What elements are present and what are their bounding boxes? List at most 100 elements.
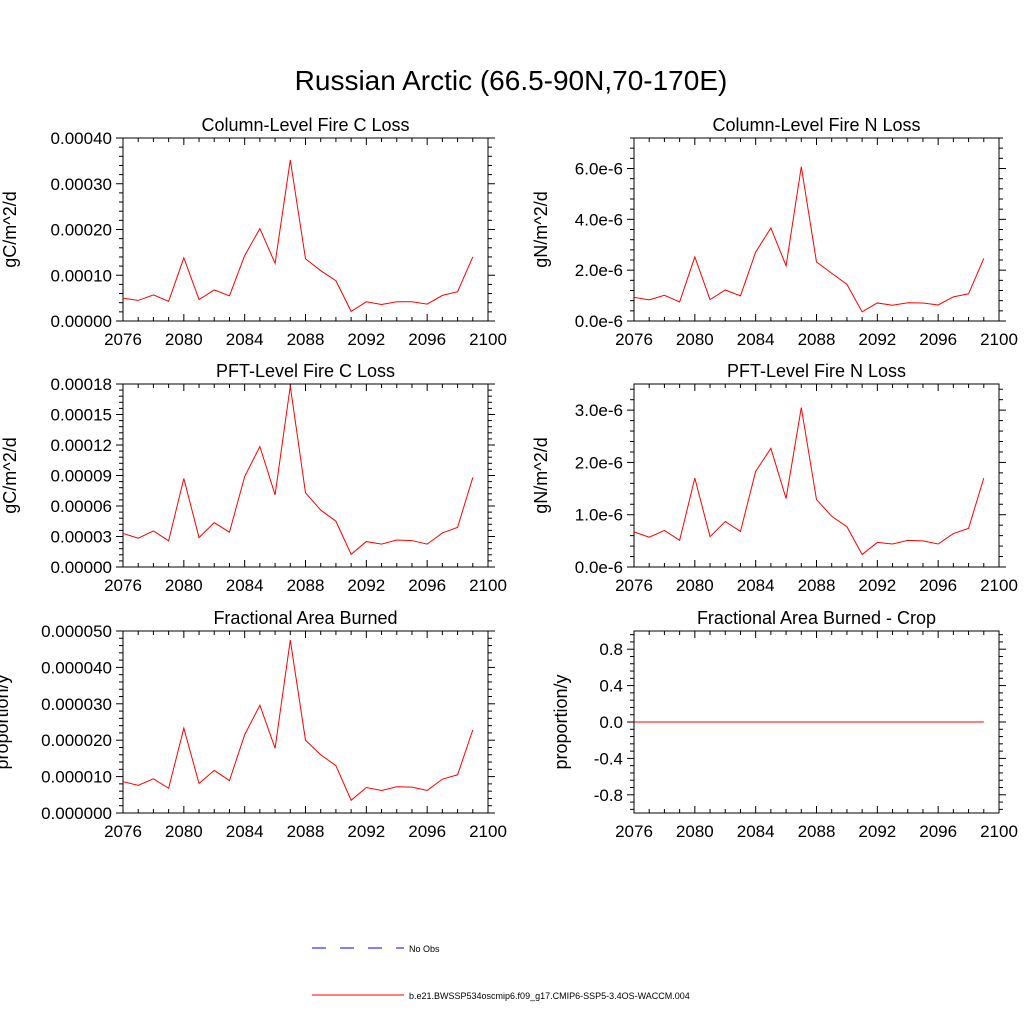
- x-tick-label: 2084: [226, 330, 264, 349]
- x-tick-label: 2080: [165, 822, 203, 841]
- x-tick-label: 2084: [737, 576, 775, 595]
- x-tick-label: 2076: [104, 822, 142, 841]
- y-tick-label: 0.000040: [41, 658, 112, 677]
- plot-frame: [633, 137, 1000, 322]
- y-tick-label: 0.00000: [51, 558, 112, 577]
- series-line: [122, 640, 474, 802]
- y-tick-label: 0.8: [599, 640, 623, 659]
- series-line: [633, 166, 985, 313]
- y-tick-label: 0.00010: [51, 266, 112, 285]
- x-tick-label: 2076: [615, 576, 653, 595]
- y-axis-label: gC/m^2/d: [0, 437, 20, 513]
- x-tick-label: 2092: [347, 576, 385, 595]
- x-tick-label: 2092: [858, 576, 896, 595]
- series-line: [633, 407, 985, 556]
- x-tick-label: 2096: [408, 330, 446, 349]
- x-tick-label: 2076: [615, 330, 653, 349]
- legend: No Obs b.e21.BWSSP534oscmip6.f09_g17.CMI…: [312, 944, 690, 1001]
- y-tick-label: 0.00015: [51, 406, 112, 425]
- y-tick-label: 0.0e-6: [575, 558, 623, 577]
- y-tick-label: 0.00003: [51, 528, 112, 547]
- y-tick-label: 0.0e-6: [575, 312, 623, 331]
- panel-title: Fractional Area Burned: [213, 608, 397, 628]
- chart-panel-4: PFT-Level Fire N Loss gN/m^2/d 2076 2080 208…: [531, 361, 1018, 595]
- panel-title: PFT-Level Fire C Loss: [216, 361, 395, 381]
- plot-frame: [122, 137, 489, 322]
- y-tick-label: 0.4: [599, 677, 623, 696]
- chart-panel-2: Column-Level Fire N Loss gN/m^2/d 2076 2080…: [531, 115, 1018, 349]
- x-tick-label: 2088: [287, 576, 325, 595]
- panel-title: Fractional Area Burned - Crop: [697, 608, 936, 628]
- y-tick-label: 0.000030: [41, 695, 112, 714]
- y-tick-label: 0.000020: [41, 731, 112, 750]
- x-tick-label: 2096: [408, 576, 446, 595]
- y-tick-label: 0.000050: [41, 622, 112, 641]
- x-tick-label: 2076: [104, 576, 142, 595]
- x-tick-label: 2080: [676, 822, 714, 841]
- x-tick-label: 2076: [615, 822, 653, 841]
- x-tick-label: 2096: [919, 330, 957, 349]
- x-tick-label: 2100: [469, 576, 507, 595]
- x-tick-label: 2092: [347, 330, 385, 349]
- x-tick-label: 2100: [469, 822, 507, 841]
- chart-panel-3: PFT-Level Fire C Loss gC/m^2/d 2076 2080 208…: [0, 361, 507, 595]
- x-tick-label: 2100: [980, 822, 1018, 841]
- panel-title: Column-Level Fire N Loss: [712, 115, 920, 135]
- x-tick-label: 2088: [798, 576, 836, 595]
- x-tick-label: 2092: [858, 330, 896, 349]
- x-tick-label: 2096: [408, 822, 446, 841]
- series-line: [122, 385, 474, 556]
- y-axis-label: gN/m^2/d: [531, 437, 551, 513]
- x-tick-label: 2100: [469, 330, 507, 349]
- x-tick-label: 2084: [737, 822, 775, 841]
- y-tick-label: 0.00006: [51, 497, 112, 516]
- panel-title: PFT-Level Fire N Loss: [727, 361, 906, 381]
- y-tick-label: 3.0e-6: [575, 401, 623, 420]
- x-tick-label: 2076: [104, 330, 142, 349]
- x-tick-label: 2092: [347, 822, 385, 841]
- y-tick-label: 6.0e-6: [575, 160, 623, 179]
- x-tick-label: 2088: [798, 330, 836, 349]
- series-line: [122, 159, 474, 313]
- x-tick-label: 2096: [919, 822, 957, 841]
- y-tick-label: 0.00000: [51, 312, 112, 331]
- y-axis-label: gN/m^2/d: [531, 191, 551, 267]
- y-tick-label: 0.0: [599, 713, 623, 732]
- y-tick-label: 0.00009: [51, 467, 112, 486]
- x-tick-label: 2088: [798, 822, 836, 841]
- y-tick-label: 2.0e-6: [575, 453, 623, 472]
- x-tick-label: 2100: [980, 330, 1018, 349]
- y-tick-label: 0.000000: [41, 804, 112, 823]
- x-tick-label: 2080: [165, 576, 203, 595]
- y-tick-label: 1.0e-6: [575, 506, 623, 525]
- chart-panel-1: Column-Level Fire C Loss gC/m^2/d 2076 2080…: [0, 115, 507, 349]
- x-tick-label: 2096: [919, 576, 957, 595]
- y-axis-label: proportion/y: [551, 674, 571, 769]
- y-tick-label: 2.0e-6: [575, 261, 623, 280]
- x-tick-label: 2080: [676, 576, 714, 595]
- legend-model-run-label: b.e21.BWSSP534oscmip6.f09_g17.CMIP6-SSP5…: [409, 991, 690, 1001]
- chart-panel-5: Fractional Area Burned proportion/y 2076 20…: [0, 608, 507, 841]
- y-axis-label: gC/m^2/d: [0, 191, 20, 267]
- y-tick-label: 0.00030: [51, 175, 112, 194]
- panels: Column-Level Fire C Loss gC/m^2/d 2076 2080…: [0, 115, 1018, 841]
- x-tick-label: 2084: [226, 576, 264, 595]
- y-tick-label: -0.4: [594, 749, 623, 768]
- x-tick-label: 2084: [737, 330, 775, 349]
- y-tick-label: 0.00040: [51, 129, 112, 148]
- legend-no-obs-label: No Obs: [409, 944, 440, 954]
- y-tick-label: 0.00012: [51, 436, 112, 455]
- x-tick-label: 2092: [858, 822, 896, 841]
- figure-title: Russian Arctic (66.5-90N,70-170E): [295, 65, 728, 96]
- x-tick-label: 2080: [676, 330, 714, 349]
- y-tick-label: 0.000010: [41, 768, 112, 787]
- y-tick-label: 0.00018: [51, 375, 112, 394]
- x-tick-label: 2084: [226, 822, 264, 841]
- y-axis-label: proportion/y: [0, 674, 12, 769]
- y-tick-label: 4.0e-6: [575, 210, 623, 229]
- x-tick-label: 2100: [980, 576, 1018, 595]
- y-tick-label: -0.8: [594, 786, 623, 805]
- x-tick-label: 2088: [287, 330, 325, 349]
- chart-panel-6: Fractional Area Burned - Crop proportion/…: [551, 608, 1018, 841]
